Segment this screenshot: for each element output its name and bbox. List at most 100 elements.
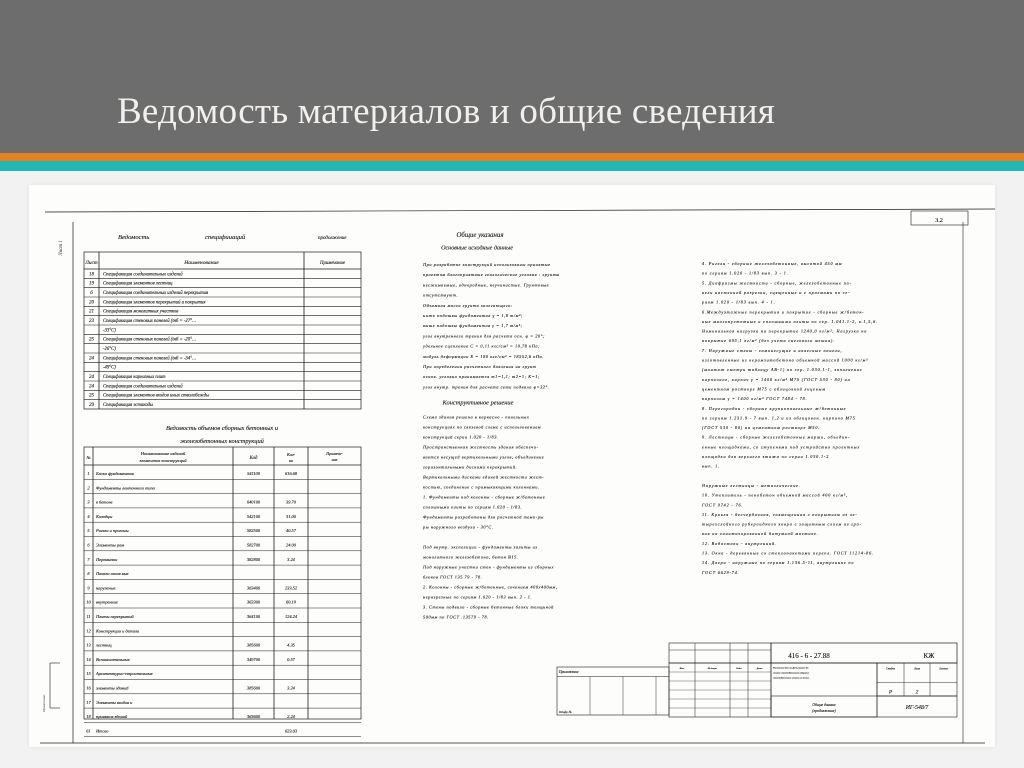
svg-text:2: 2 — [87, 485, 90, 490]
svg-text:угол внутр. трения для расчета: угол внутр. трения для расчета сети подв… — [422, 384, 549, 389]
svg-text:(продолжение): (продолжение) — [812, 709, 836, 713]
svg-text:Лист: Лист — [913, 668, 920, 671]
svg-text:6.Междуэтажные перекрытия и: 6.Междуэтажные перекрытия и покрытие - с… — [702, 309, 865, 314]
svg-text:363400: 363400 — [247, 585, 261, 590]
svg-text:неразрезные по сериям 1.020: неразрезные по сериям 1.020 - 1/83 вып. … — [423, 595, 532, 600]
svg-text:кирпичное, кирпич γ = 1400 к: кирпичное, кирпич γ = 1400 кг/м³ М75 (ГО… — [702, 377, 851, 383]
svg-text:№ докум.: № докум. — [707, 667, 718, 670]
svg-text:Подп.: Подп. — [735, 667, 742, 670]
svg-text:во: во — [289, 458, 294, 463]
svg-text:Листов: Листов — [938, 668, 948, 671]
svg-text:16: 16 — [86, 686, 91, 691]
svg-text:-33°C): -33°C) — [103, 328, 116, 333]
svg-text:цементном растворе М75 с о: цементном растворе М75 с облицовкой лице… — [702, 386, 826, 391]
svg-text:нели настенной разрезки, сц: нели настенной разрезки, сцященные и с п… — [702, 290, 850, 296]
svg-text:Схема здания решена в карк: Схема здания решена в каркасно - панельн… — [423, 415, 529, 420]
svg-text:основ. условно принимается m1=: основ. условно принимается m1=1,1; m2=1;… — [423, 374, 540, 380]
svg-text:КЖ: КЖ — [924, 652, 936, 660]
svg-text:Лист 1: Лист 1 — [59, 240, 64, 256]
svg-text:Вспомогательные: Вспомогательные — [96, 657, 130, 662]
svg-text:вып. 1.: вып. 1. — [702, 464, 720, 469]
svg-text:24: 24 — [89, 375, 95, 380]
svg-text:При определении расчетного дав: При определении расчетного давления на г… — [422, 364, 536, 369]
svg-text:Спецификация соединительных из: Спецификация соединительных изделий — [103, 271, 183, 277]
svg-text:616.68: 616.68 — [285, 471, 298, 476]
svg-text:640100: 640100 — [247, 500, 261, 505]
svg-text:364100: 364100 — [247, 614, 261, 619]
svg-text:Итого: Итого — [95, 728, 109, 733]
svg-text:ГОСТ 9742 - 76.: ГОСТ 9742 - 76. — [701, 502, 743, 507]
svg-text:Наименование изделий: Наименование изделий — [140, 451, 186, 456]
svg-text:Спецификация соединительных из: Спецификация соединительных изделий — [103, 383, 183, 389]
svg-text:6: 6 — [87, 543, 90, 548]
svg-text:проектом благоприятные геоло: проектом благоприятные геологические усл… — [423, 272, 560, 277]
svg-text:10. Утеплитель - пенобетон об: 10. Утеплитель - пенобетон объемной масс… — [702, 493, 848, 499]
svg-text:9: 9 — [87, 585, 90, 590]
svg-text:ние: ние — [332, 457, 338, 462]
svg-text:Спецификация соединительных из: Спецификация соединительных изделий пере… — [103, 290, 208, 296]
svg-text:Наименование: Наименование — [183, 260, 219, 266]
svg-text:24: 24 — [89, 384, 95, 389]
svg-text:монолитного железобетона, бе: монолитного железобетона, бетон В15. — [422, 555, 518, 561]
svg-text:конструкций серии 1.020 - 1/: конструкций серии 1.020 - 1/83. — [423, 435, 499, 440]
svg-text:ные многопустотные и сплошн: ные многопустотные и сплошными плиты по … — [702, 319, 878, 325]
svg-text:ниже подошвы фундаментов γ: ниже подошвы фундаментов γ = 1,8 т/м³; — [423, 313, 523, 319]
svg-text:Расчетное бчо на Дополнению: Расчетное бчо на Дополнению бо — [772, 667, 809, 670]
svg-text:12. Водостоки - внутренний.: 12. Водостоки - внутренний. — [702, 541, 777, 546]
svg-text:3: 3 — [87, 500, 90, 505]
svg-text:Общие данные: Общие данные — [812, 703, 836, 707]
svg-text:Колодцы: Колодцы — [95, 514, 112, 519]
svg-text:Общие указания: Общие указания — [457, 232, 504, 239]
svg-text:лестниц: лестниц — [95, 643, 112, 648]
svg-text:Дата: Дата — [756, 667, 763, 670]
svg-text:Элементы входов и: Элементы входов и — [96, 700, 133, 705]
svg-text:изготовленные из керамзитобе: изготовленные из керамзитобетона объемно… — [702, 358, 868, 363]
svg-text:Под внутр. экспозиции - фунд: Под внутр. экспозиции - фундаменты залит… — [422, 545, 538, 550]
svg-text:продолжение: продолжение — [318, 236, 347, 241]
svg-text:2: 2 — [916, 690, 919, 696]
svg-text:в бетоне: в бетоне — [96, 500, 113, 505]
svg-text:Пространственная жесткость з: Пространственная жесткость здания обеспе… — [422, 445, 539, 450]
svg-text:2.24: 2.24 — [287, 714, 295, 719]
svg-text:Вертикальными дисками единой: Вертикальными дисками единой жесткости ж… — [423, 475, 544, 480]
svg-text:Элементы рам: Элементы рам — [96, 543, 124, 548]
svg-text:13. Окна - деревянные со сте: 13. Окна - деревянные со стеклопакетами … — [702, 551, 874, 556]
svg-text:Лист: Лист — [84, 260, 97, 266]
svg-text:площадки для верхнего этажа: площадки для верхнего этажа по серии 1.0… — [702, 454, 829, 459]
svg-text:7. Наружные стены - самонесущ: 7. Наружные стены - самонесущие и навесн… — [702, 348, 842, 354]
svg-text:покрытие 695,1 кг/м² (без уч: покрытие 695,1 кг/м² (без учета снеговог… — [702, 338, 835, 344]
svg-text:внутренние: внутренние — [96, 600, 118, 605]
svg-text:Конструктивное решение: Конструктивное решение — [442, 400, 514, 407]
svg-text:11: 11 — [86, 614, 90, 619]
svg-text:Р: Р — [888, 690, 893, 696]
svg-text:13: 13 — [86, 643, 91, 648]
svg-text:Фундаменты ленточного типа: Фундаменты ленточного типа — [96, 485, 156, 490]
svg-text:Архитектурно-строительные: Архитектурно-строительные — [95, 671, 153, 676]
svg-text:Конструкции и детали: Конструкции и детали — [95, 628, 140, 633]
svg-text:При разработке конструкций ис: При разработке конструкций использованы … — [422, 262, 551, 267]
svg-text:6: 6 — [90, 291, 93, 296]
svg-text:сплошными плиты по сериям: сплошными плиты по сериям 1.020 - 1/83. — [423, 505, 522, 510]
svg-text:Ведомость: Ведомость — [118, 234, 149, 241]
svg-text:наружные: наружные — [96, 585, 116, 590]
svg-text:1: 1 — [87, 471, 89, 476]
svg-text:Спецификация карнизных плит: Спецификация карнизных плит — [103, 375, 166, 380]
svg-text:несжимаемые, однородные, неу: несжимаемые, однородные, неучинистые. Гр… — [423, 282, 549, 288]
svg-text:14. Двери - наружные по сери: 14. Двери - наружные по сериям 1.136.5-1… — [702, 560, 854, 566]
svg-text:25: 25 — [89, 394, 95, 399]
svg-text:9. Лестницы - сборные железоб: 9. Лестницы - сборные железобетонные мар… — [702, 435, 850, 441]
svg-text:39.70: 39.70 — [286, 500, 297, 505]
svg-text:363600: 363600 — [247, 714, 261, 719]
svg-text:Наружные лестницы - металличе: Наружные лестницы - металлические. — [701, 483, 801, 488]
svg-text:Номинальная нагрузка на пер: Номинальная нагрузка на перекрытие 1240,… — [701, 329, 867, 335]
svg-text:угол внутреннего трения для ра: угол внутреннего трения для расчета осн.… — [422, 333, 545, 338]
svg-text:14: 14 — [86, 657, 91, 662]
svg-text:363300: 363300 — [247, 600, 261, 605]
svg-text:18: 18 — [86, 714, 91, 719]
svg-text:17: 17 — [86, 700, 91, 705]
svg-text:40.57: 40.57 — [286, 528, 297, 533]
svg-text:Фундаменты разработаны для: Фундаменты разработаны для расчетной тем… — [423, 515, 544, 520]
svg-text:10: 10 — [86, 600, 91, 605]
svg-text:выше подошвы фундаментов γ: выше подошвы фундаментов γ = 1,7 т/м³; — [423, 323, 523, 329]
svg-text:Ригели и прогоны: Ригели и прогоны — [95, 528, 129, 533]
